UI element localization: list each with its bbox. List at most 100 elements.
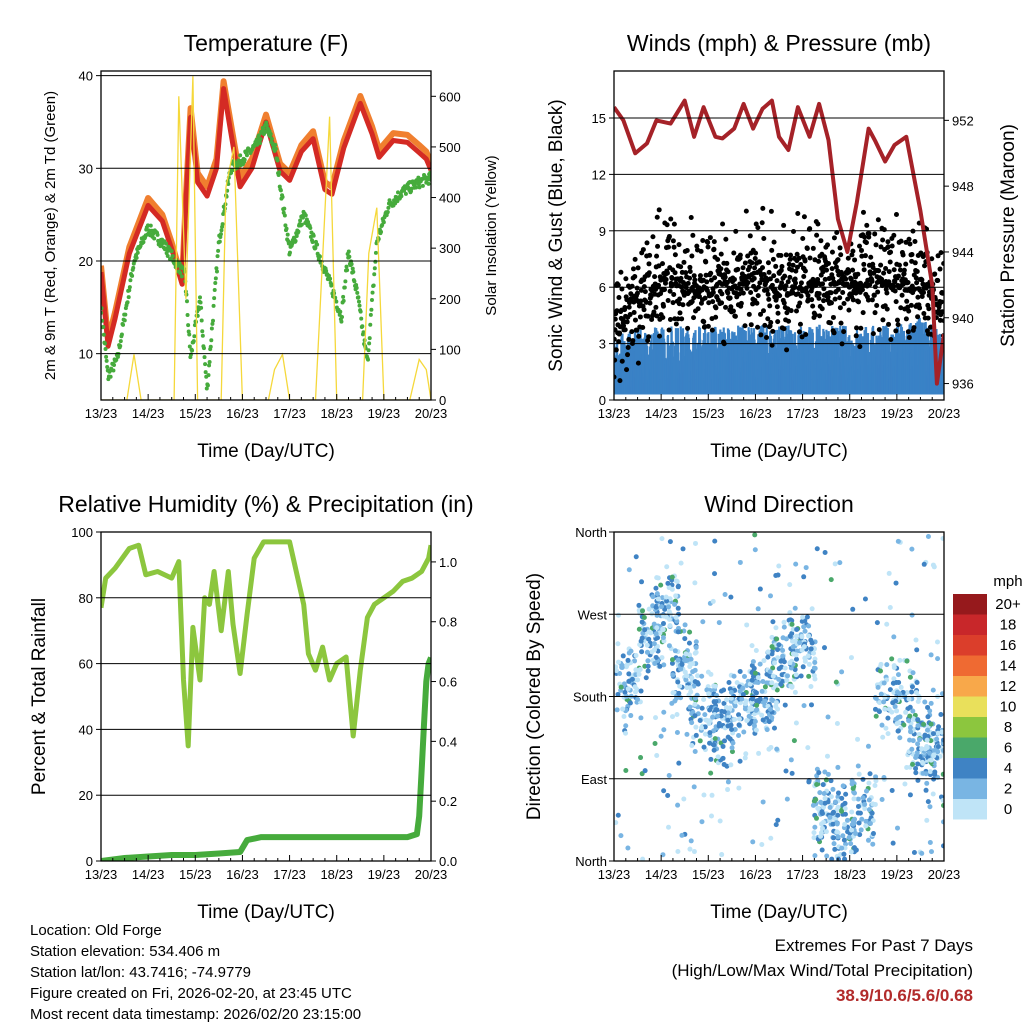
- direction-point: [770, 665, 776, 671]
- direction-point: [835, 812, 841, 818]
- direction-point: [821, 804, 827, 810]
- dewpoint-point: [326, 273, 331, 278]
- gust-point: [792, 276, 798, 282]
- gust-point: [837, 305, 843, 311]
- dewpoint-point: [210, 321, 215, 326]
- direction-point: [921, 561, 927, 567]
- direction-point: [725, 710, 731, 716]
- direction-point: [713, 707, 719, 713]
- dewpoint-point: [203, 370, 208, 375]
- direction-point: [818, 799, 824, 805]
- dewpoint-point: [155, 232, 160, 237]
- legend-swatch: [953, 737, 987, 758]
- direction-point: [834, 821, 840, 827]
- direction-point: [819, 825, 825, 831]
- gust-point: [878, 262, 884, 268]
- gust-point: [915, 294, 921, 300]
- dewpoint-point: [214, 266, 219, 271]
- direction-point: [939, 691, 944, 697]
- direction-point: [927, 769, 933, 775]
- direction-point: [846, 834, 852, 840]
- dewpoint-point: [317, 254, 322, 259]
- direction-point: [832, 561, 838, 567]
- dewpoint-point: [212, 296, 217, 301]
- direction-point: [636, 602, 642, 608]
- gust-point: [759, 220, 765, 226]
- direction-point: [692, 540, 698, 546]
- gust-point: [766, 269, 772, 275]
- direction-point: [921, 721, 927, 727]
- direction-point: [784, 677, 790, 683]
- gust-point: [874, 303, 880, 309]
- direction-point: [808, 646, 814, 652]
- gust-point: [696, 293, 702, 299]
- direction-point: [853, 831, 859, 837]
- direction-point: [925, 704, 931, 710]
- direction-point: [843, 791, 849, 797]
- direction-point: [642, 768, 648, 774]
- direction-point: [813, 815, 819, 821]
- direction-point: [736, 732, 742, 738]
- gust-point: [788, 252, 794, 258]
- gust-point: [752, 256, 758, 262]
- gust-point: [850, 297, 856, 303]
- direction-point: [879, 722, 885, 728]
- direction-point: [828, 778, 834, 784]
- direction-point: [928, 721, 934, 727]
- gust-point: [831, 330, 837, 336]
- gust-point: [922, 263, 928, 269]
- gust-point: [894, 317, 900, 323]
- gust-point: [733, 228, 739, 234]
- gust-point: [657, 333, 663, 339]
- direction-point: [729, 749, 735, 755]
- dewpoint-point: [261, 126, 266, 131]
- direction-point: [775, 706, 781, 712]
- dewpoint-point: [257, 141, 262, 146]
- x-tick-label: 15/23: [179, 406, 212, 421]
- direction-point: [716, 723, 722, 729]
- gust-point: [684, 247, 690, 253]
- direction-point: [840, 783, 846, 789]
- direction-point: [806, 633, 812, 639]
- direction-point: [619, 665, 625, 671]
- direction-point: [663, 594, 669, 600]
- gust-point: [706, 300, 712, 306]
- direction-point: [941, 803, 944, 809]
- gust-point: [860, 310, 866, 316]
- direction-point: [920, 770, 926, 776]
- direction-point: [883, 725, 889, 731]
- dewpoint-point: [360, 324, 365, 329]
- x-tick-label: 14/23: [645, 406, 678, 421]
- direction-point: [850, 818, 856, 824]
- dewpoint-point: [178, 270, 183, 275]
- direction-point: [753, 647, 759, 653]
- direction-point: [719, 708, 725, 714]
- direction-point: [931, 564, 937, 570]
- direction-point: [873, 778, 879, 784]
- direction-point: [907, 704, 913, 710]
- gust-point: [646, 334, 652, 340]
- dewpoint-point: [114, 357, 119, 362]
- direction-point: [766, 746, 772, 752]
- gust-point: [889, 243, 895, 249]
- gust-point: [826, 261, 831, 267]
- y-tick-label: 60: [79, 657, 93, 672]
- dewpoint-point: [238, 153, 243, 158]
- direction-point: [701, 744, 707, 750]
- direction-point: [614, 668, 619, 674]
- gust-point: [667, 317, 673, 323]
- y-axis-label: Sonic Wind & Gust (Blue, Black): [546, 99, 567, 371]
- gust-point: [884, 306, 890, 312]
- direction-point: [806, 673, 812, 679]
- direction-point: [773, 822, 779, 828]
- direction-point: [935, 749, 941, 755]
- direction-point: [855, 810, 861, 816]
- direction-point: [817, 790, 823, 796]
- gust-point: [779, 280, 785, 286]
- direction-point: [882, 694, 888, 700]
- direction-point: [653, 585, 659, 591]
- gust-point: [879, 276, 885, 282]
- dewpoint-point: [135, 250, 140, 255]
- direction-point: [924, 737, 930, 743]
- gust-point: [740, 265, 746, 271]
